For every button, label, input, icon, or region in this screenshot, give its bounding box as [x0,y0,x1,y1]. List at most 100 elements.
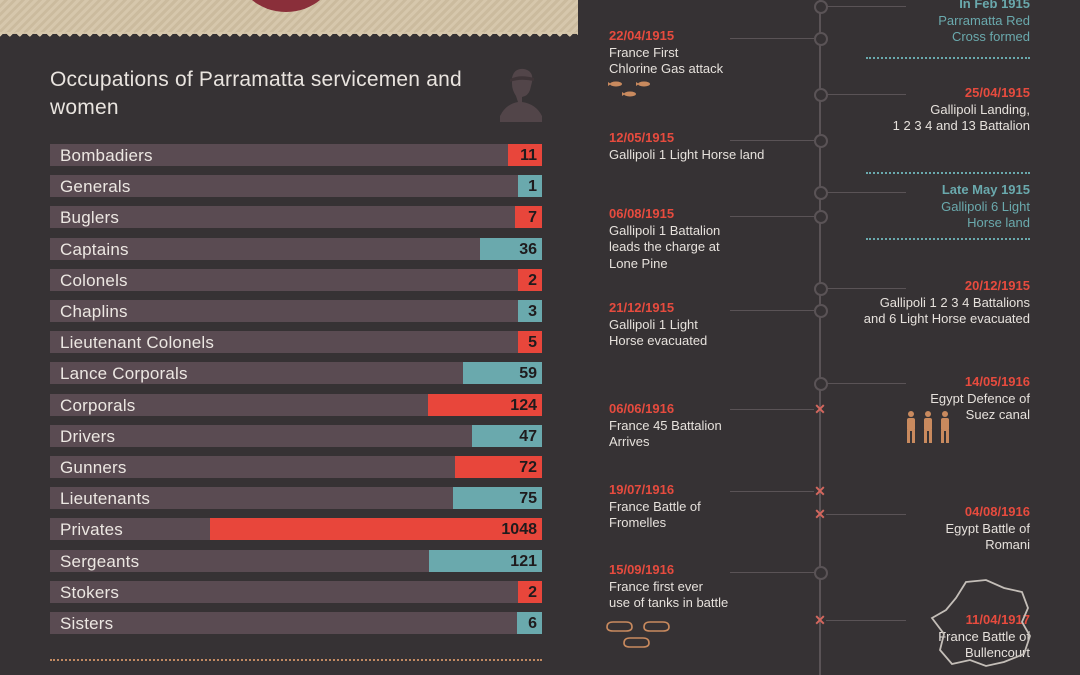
bar-value-fill [471,424,542,447]
bar-category-label: Drivers [60,426,116,446]
bar-category-label: Lieutenants [60,489,151,509]
bar-category-label: Generals [60,177,131,197]
bar-row: Bombadiers 11 [50,144,542,166]
tanks-icon [606,621,670,648]
timeline-node [814,304,828,318]
bar-value-fill [480,237,542,260]
bar-category-label: Buglers [60,208,120,228]
bar-value-label: 2 [528,583,537,601]
timeline-event-date: 19/07/1916 [609,482,675,497]
timeline-connector [826,514,906,515]
bar-row: Lance Corporals 59 [50,362,542,385]
timeline-connector [730,409,814,410]
bar-row: Captains 36 [50,237,542,260]
timeline-event-date: 14/05/1916 [964,374,1030,389]
timeline-dotted-separator [866,57,1030,59]
timeline-connector [826,192,906,193]
timeline-connector [826,288,906,289]
timeline-event-text: Egypt Defence of [930,390,1030,406]
bar-value-label: 36 [519,240,537,258]
bar-value-fill [427,393,542,416]
timeline-event: 06/06/1916 France 45 Battalion Arrives [609,401,809,451]
bar-row: Sergeants 121 [50,549,542,572]
bar-category-label: Chaplins [60,302,128,321]
bar-value-fill [508,144,542,166]
timeline-event-text: Gallipoli 1 Light Horse land [609,146,765,162]
timeline-connector [826,620,906,621]
timeline-event: In Feb 1915 Parramatta Red Cross formed [830,0,1030,46]
timeline-event-date: 25/04/1915 [964,85,1030,100]
timeline-event-text: use of tanks in battle [609,595,729,610]
timeline-cross-marker: ✕ [814,401,826,417]
timeline-event: 20/12/1915 Gallipoli 1 2 3 4 Battalions an… [830,278,1030,328]
bar-value-fill [518,300,542,322]
timeline-event: 22/04/1915 France First Chlorine Gas attac… [609,28,809,78]
timeline-event-text: Lone Pine [609,255,668,271]
bar-category-label: Privates [60,520,124,540]
timeline-event-date: In Feb 1915 [959,0,1030,11]
timeline-node [814,0,828,14]
timeline-event-text: Gallipoli 1 Light [609,316,698,332]
timeline-event-text: Cross formed [951,29,1030,44]
bar-value-label: 121 [510,552,537,570]
timeline-connector [730,491,814,492]
timeline-event-text: France Battle of [938,628,1030,644]
timeline-event-text: leads the charge at [609,239,720,254]
timeline-connector [730,572,814,573]
bar-value-label: 124 [510,396,537,414]
bar-row: Lieutenant Colonels 5 [50,331,542,354]
timeline-event: 06/08/1915 Gallipoli 1 Battalion leads the… [609,206,809,272]
timeline-event-date: 06/06/1916 [609,401,675,416]
soldier-portrait-icon [500,68,542,122]
bar-row: Chaplins 3 [50,300,542,322]
bar-row: Corporals 124 [50,393,542,416]
bar-row: Drivers 47 [50,424,542,447]
timeline-node [814,32,828,46]
timeline-event-date: Late May 1915 [941,182,1030,197]
timeline-event-text: Romani [985,537,1030,552]
timeline-event: 15/09/1916 France first ever use of tanks … [609,562,809,612]
bar-value-label: 1 [528,178,537,196]
bar-category-label: Sisters [60,614,114,633]
bar-value-label: 3 [528,303,537,320]
timeline-event-text: Suez canal [965,407,1030,422]
timeline-node [814,210,828,224]
header-zigzag-edge [0,32,578,38]
bar-row: Generals 1 [50,175,542,198]
bar-category-label: Stokers [60,582,120,602]
timeline-connector [826,94,906,95]
timeline-event-text: Horse evacuated [609,333,708,348]
bar-row: Sisters 6 [50,612,542,634]
bar-value-label: 6 [528,615,537,632]
bar-value-fill [514,206,542,229]
soldiers-icon [907,411,949,443]
timeline-event: 25/04/1915 Gallipoli Landing, 1 2 3 4 and … [830,85,1030,135]
timeline-event: 14/05/1916 Egypt Defence of Suez canal [830,374,1030,424]
bar-value-fill [210,518,542,541]
timeline-node [814,88,828,102]
timeline-event-text: Gallipoli 1 2 3 4 Battalions [879,294,1030,310]
timeline-connector [730,310,814,311]
bar-value-fill [518,331,542,354]
timeline-connector [730,38,814,39]
timeline-event-text: Gallipoli 6 Light [941,198,1030,214]
timeline-spine [819,0,821,675]
bar-value-fill [518,268,542,291]
timeline-cross-marker: ✕ [814,506,826,522]
bar-category-label: Captains [60,239,129,259]
timeline-event-date: 15/09/1916 [609,562,675,577]
bar-category-label: Gunners [60,458,127,477]
timeline-dotted-separator [866,172,1030,174]
bar-value-label: 5 [528,334,537,352]
bar-row: Gunners 72 [50,456,542,478]
bar-category-label: Colonels [60,270,128,290]
timeline-event: 12/05/1915 Gallipoli 1 Light Horse land [609,130,809,163]
timeline-event-text: Fromelles [609,515,667,530]
timeline-node [814,377,828,391]
timeline-cross-marker: ✕ [814,612,826,628]
timeline-event-text: Arrives [609,434,650,449]
timeline-cross-marker: ✕ [814,483,826,499]
chart-title: Occupations of Parramatta servicemen and… [50,68,462,119]
bar-category-label: Lance Corporals [60,364,188,384]
timeline-event-date: 06/08/1915 [609,206,675,221]
